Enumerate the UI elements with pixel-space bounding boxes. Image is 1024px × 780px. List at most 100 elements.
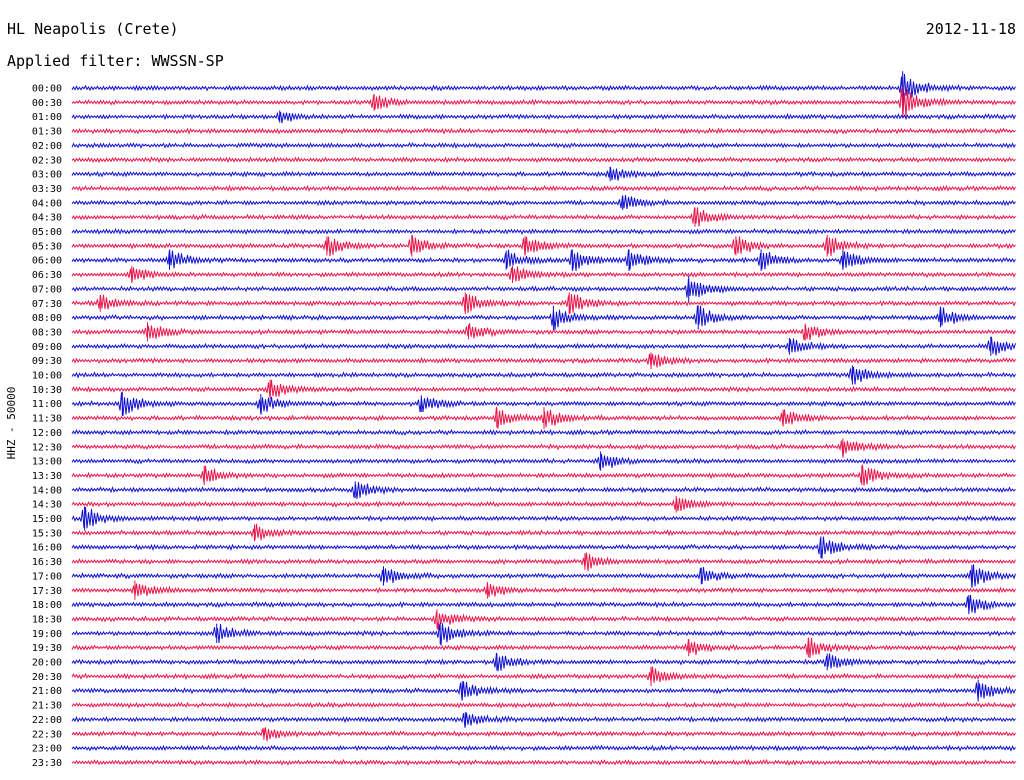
row-time-label: 01:00 [32, 112, 62, 123]
seismic-event-mark [326, 236, 328, 256]
row-time-label: 19:30 [32, 643, 62, 654]
seismic-event-mark [694, 207, 696, 227]
trace-row-2030 [71, 666, 1016, 683]
row-time-label: 08:30 [32, 327, 62, 338]
seismic-event-mark [84, 506, 86, 531]
seismic-event-mark [788, 337, 790, 355]
row-time-label: 14:30 [32, 500, 62, 511]
row-time-label: 11:30 [32, 414, 62, 425]
row-time-label: 03:00 [32, 170, 62, 181]
trace-row-0600 [71, 249, 1016, 271]
seismic-event-mark [622, 195, 624, 210]
row-time-label: 02:00 [32, 141, 62, 152]
station-title: HL Neapolis (Crete) [7, 20, 179, 38]
seismic-event-mark [688, 639, 690, 657]
row-time-label: 04:30 [32, 213, 62, 224]
trace-row-2330 [71, 758, 1016, 766]
seismic-event-mark [512, 266, 513, 283]
row-time-label: 06:00 [32, 256, 62, 267]
trace-row-0700 [71, 279, 1016, 298]
trace-row-0030 [71, 88, 1016, 117]
trace-row-2200 [71, 712, 1016, 728]
trace-row-0500 [71, 228, 1016, 236]
trace-row-1030 [71, 379, 1016, 398]
row-time-label: 13:30 [32, 471, 62, 482]
row-time-label: 23:00 [32, 744, 62, 755]
trace-row-1330 [71, 464, 1016, 486]
row-time-label: 11:00 [32, 399, 62, 410]
row-time-label: 21:00 [32, 686, 62, 697]
seismic-event-mark [697, 305, 699, 330]
row-time-label: 03:30 [32, 184, 62, 195]
trace-row-1500 [71, 506, 1016, 529]
row-time-label: 16:30 [32, 557, 62, 568]
trace-row-1600 [71, 536, 1016, 559]
seismic-event-mark [990, 336, 992, 356]
seismic-event-mark [675, 495, 677, 513]
row-time-label: 15:30 [32, 528, 62, 539]
row-time-label: 10:00 [32, 371, 62, 382]
trace-row-1230 [71, 440, 1016, 458]
trace-row-1730 [71, 583, 1016, 598]
row-time-label: 05:30 [32, 241, 62, 252]
seismic-event-mark [505, 250, 507, 270]
trace-row-0130 [71, 127, 1016, 135]
trace-row-0900 [71, 336, 1016, 356]
trace-row-0230 [71, 156, 1016, 164]
row-time-label: 07:30 [32, 299, 62, 310]
seismic-event-mark [496, 408, 498, 428]
seismic-event-mark [807, 638, 809, 658]
trace-row-0000 [71, 73, 1016, 106]
row-time-label: 14:00 [32, 485, 62, 496]
seismic-event-mark [568, 292, 570, 314]
seismic-event-mark [804, 323, 806, 341]
seismic-event-mark [263, 727, 265, 740]
trace-row-2000 [71, 652, 1016, 672]
trace-row-0100 [71, 111, 1016, 124]
row-time-label: 06:30 [32, 270, 62, 281]
row-time-label: 18:30 [32, 614, 62, 625]
row-time-label: 00:00 [32, 84, 62, 95]
trace-row-2230 [71, 727, 1016, 742]
seismic-event-mark [269, 379, 271, 399]
trace-row-1800 [71, 594, 1016, 614]
seismic-event-mark [650, 666, 652, 686]
row-time-label: 17:00 [32, 571, 62, 582]
row-time-label: 18:00 [32, 600, 62, 611]
seismic-event-mark [147, 322, 148, 342]
trace-row-0630 [71, 266, 1016, 283]
seismic-event-mark [688, 275, 690, 303]
seismic-event-mark [842, 250, 844, 270]
trace-row-2100 [71, 681, 1016, 701]
seismic-event-mark [496, 653, 498, 671]
trace-row-0830 [71, 323, 1016, 341]
seismic-event-mark [524, 236, 526, 256]
seismic-event-mark [121, 391, 123, 416]
seismic-event-mark [861, 465, 863, 485]
row-time-label: 10:30 [32, 385, 62, 396]
trace-row-1900 [71, 623, 1016, 646]
seismic-event-mark [826, 653, 828, 671]
row-time-label: 16:00 [32, 543, 62, 554]
seismic-event-mark [782, 409, 784, 427]
seismic-event-mark [169, 250, 170, 270]
seismic-event-mark [420, 395, 422, 413]
seismic-event-mark [464, 292, 466, 314]
trace-row-1930 [71, 637, 1016, 658]
trace-row-1530 [71, 523, 1016, 541]
row-time-label: 00:30 [32, 98, 62, 109]
seismic-event-mark [977, 679, 979, 702]
seismic-event-mark [436, 609, 438, 629]
trace-row-1000 [71, 366, 1016, 385]
row-time-label: 15:00 [32, 514, 62, 525]
row-time-label: 21:30 [32, 701, 62, 712]
trace-row-0330 [71, 184, 1016, 193]
seismic-event-mark [99, 294, 101, 312]
seismic-event-mark [826, 235, 828, 257]
seismic-event-mark [439, 622, 441, 645]
seismic-event-mark [216, 623, 218, 643]
seismic-event-mark [571, 249, 573, 271]
row-time-label: 22:00 [32, 715, 62, 726]
row-time-label: 12:00 [32, 428, 62, 439]
seismic-event-mark [760, 249, 762, 271]
